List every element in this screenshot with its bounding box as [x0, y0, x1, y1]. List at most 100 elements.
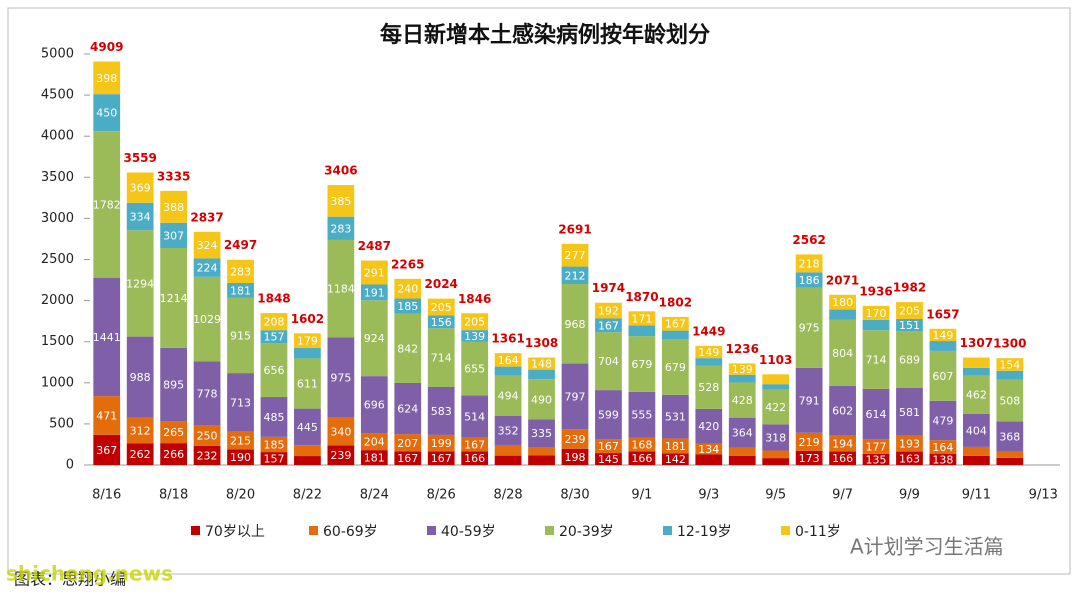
bar-segment	[795, 272, 823, 288]
bar-segment	[461, 395, 489, 438]
data-label: 208	[263, 316, 284, 329]
bar-segment	[126, 172, 154, 203]
bar-segment	[360, 433, 388, 451]
data-label: 494	[498, 390, 519, 403]
bar-segment	[227, 449, 254, 465]
bar-segment	[661, 453, 689, 465]
bar-segment	[126, 202, 154, 231]
bar-segment	[494, 416, 522, 445]
data-label: 149	[698, 346, 719, 359]
bar-segment	[394, 382, 422, 435]
bar-segment	[427, 328, 455, 387]
y-tick-label: 4500	[41, 88, 74, 103]
bar-segment	[762, 458, 790, 465]
data-label: 364	[732, 427, 753, 440]
source: 图表：思翔小编	[14, 570, 126, 589]
total-label: 1802	[659, 295, 692, 309]
bar-segment	[929, 400, 957, 441]
bar-segment	[394, 313, 422, 383]
bar-segment	[862, 305, 890, 320]
bar-segment	[929, 341, 957, 351]
total-label: 1846	[458, 292, 491, 306]
bar-segment	[160, 247, 187, 348]
total-label: 3406	[324, 164, 357, 178]
bar-segment	[595, 318, 622, 333]
total-label: 1300	[993, 337, 1026, 351]
data-label: 239	[330, 449, 351, 462]
x-tick-label: 8/22	[293, 488, 322, 503]
data-label: 166	[832, 452, 853, 465]
bar-segment	[561, 448, 589, 465]
total-label: 3559	[123, 151, 156, 165]
bar-segment	[661, 438, 689, 454]
bar-segment	[829, 319, 856, 386]
data-label: 250	[197, 430, 218, 443]
data-label: 207	[397, 437, 418, 450]
y-tick-label: 2500	[41, 252, 74, 267]
data-label: 704	[598, 355, 619, 368]
data-label: 149	[932, 329, 953, 342]
bar-segment	[294, 456, 321, 465]
bar-segment	[996, 358, 1024, 371]
bar-segment	[762, 424, 790, 451]
bar-segment	[661, 394, 689, 439]
bar-segment	[427, 315, 455, 329]
data-label: 1782	[93, 198, 121, 211]
bar-segment	[160, 222, 187, 248]
y-tick-label: 5000	[41, 47, 74, 62]
data-label: 148	[531, 358, 552, 371]
data-label: 404	[966, 424, 987, 437]
data-label: 164	[498, 354, 519, 367]
legend-swatch	[427, 526, 436, 535]
data-label: 611	[297, 377, 318, 390]
bar-segment	[93, 131, 121, 278]
data-label: 791	[799, 394, 820, 407]
data-label: 232	[197, 449, 218, 462]
bar-segment	[327, 445, 355, 465]
bar-segment	[461, 313, 489, 331]
x-tick-label: 9/9	[899, 488, 920, 503]
total-label: 1848	[257, 292, 290, 306]
bar-segment	[327, 239, 355, 338]
data-label: 352	[498, 424, 519, 437]
bar-segment	[427, 434, 455, 452]
bar-segment	[126, 417, 154, 444]
bar-segment	[996, 421, 1024, 452]
data-label: 205	[464, 316, 485, 329]
bar-segment	[160, 421, 187, 444]
y-tick-label: 0	[66, 458, 74, 473]
total-label: 2071	[826, 273, 859, 287]
bar-segment	[829, 451, 856, 465]
bar-segment	[628, 391, 656, 438]
data-label: 167	[665, 318, 686, 331]
bar-segment	[160, 347, 187, 422]
data-label: 168	[631, 438, 652, 451]
bar-segment	[93, 434, 121, 465]
bar-segment	[260, 397, 288, 437]
bar-segment	[896, 387, 923, 436]
bar-segment	[595, 439, 622, 454]
x-tick-label: 9/1	[631, 488, 652, 503]
bar-segment	[193, 231, 221, 259]
legend-label: 60-69岁	[323, 524, 378, 540]
bar-segment	[327, 417, 355, 446]
bar-segment	[862, 388, 890, 440]
data-label: 450	[96, 107, 117, 120]
data-label: 1029	[193, 313, 221, 326]
bar-segment	[427, 386, 455, 435]
data-label: 186	[799, 274, 820, 287]
data-label: 181	[230, 284, 251, 297]
bar-segment	[728, 374, 756, 383]
bar-segment	[795, 287, 823, 368]
bar-segment	[661, 316, 689, 331]
bar-segment	[728, 382, 756, 418]
data-label: 191	[364, 286, 385, 299]
bar-segment	[595, 332, 622, 391]
bar-segment	[996, 379, 1024, 422]
data-label: 283	[230, 265, 251, 278]
bar-segment	[294, 333, 321, 349]
bar-segment	[996, 457, 1024, 465]
bar-segment	[260, 330, 288, 344]
bar-segment	[963, 367, 990, 376]
bar-segment	[695, 443, 723, 455]
